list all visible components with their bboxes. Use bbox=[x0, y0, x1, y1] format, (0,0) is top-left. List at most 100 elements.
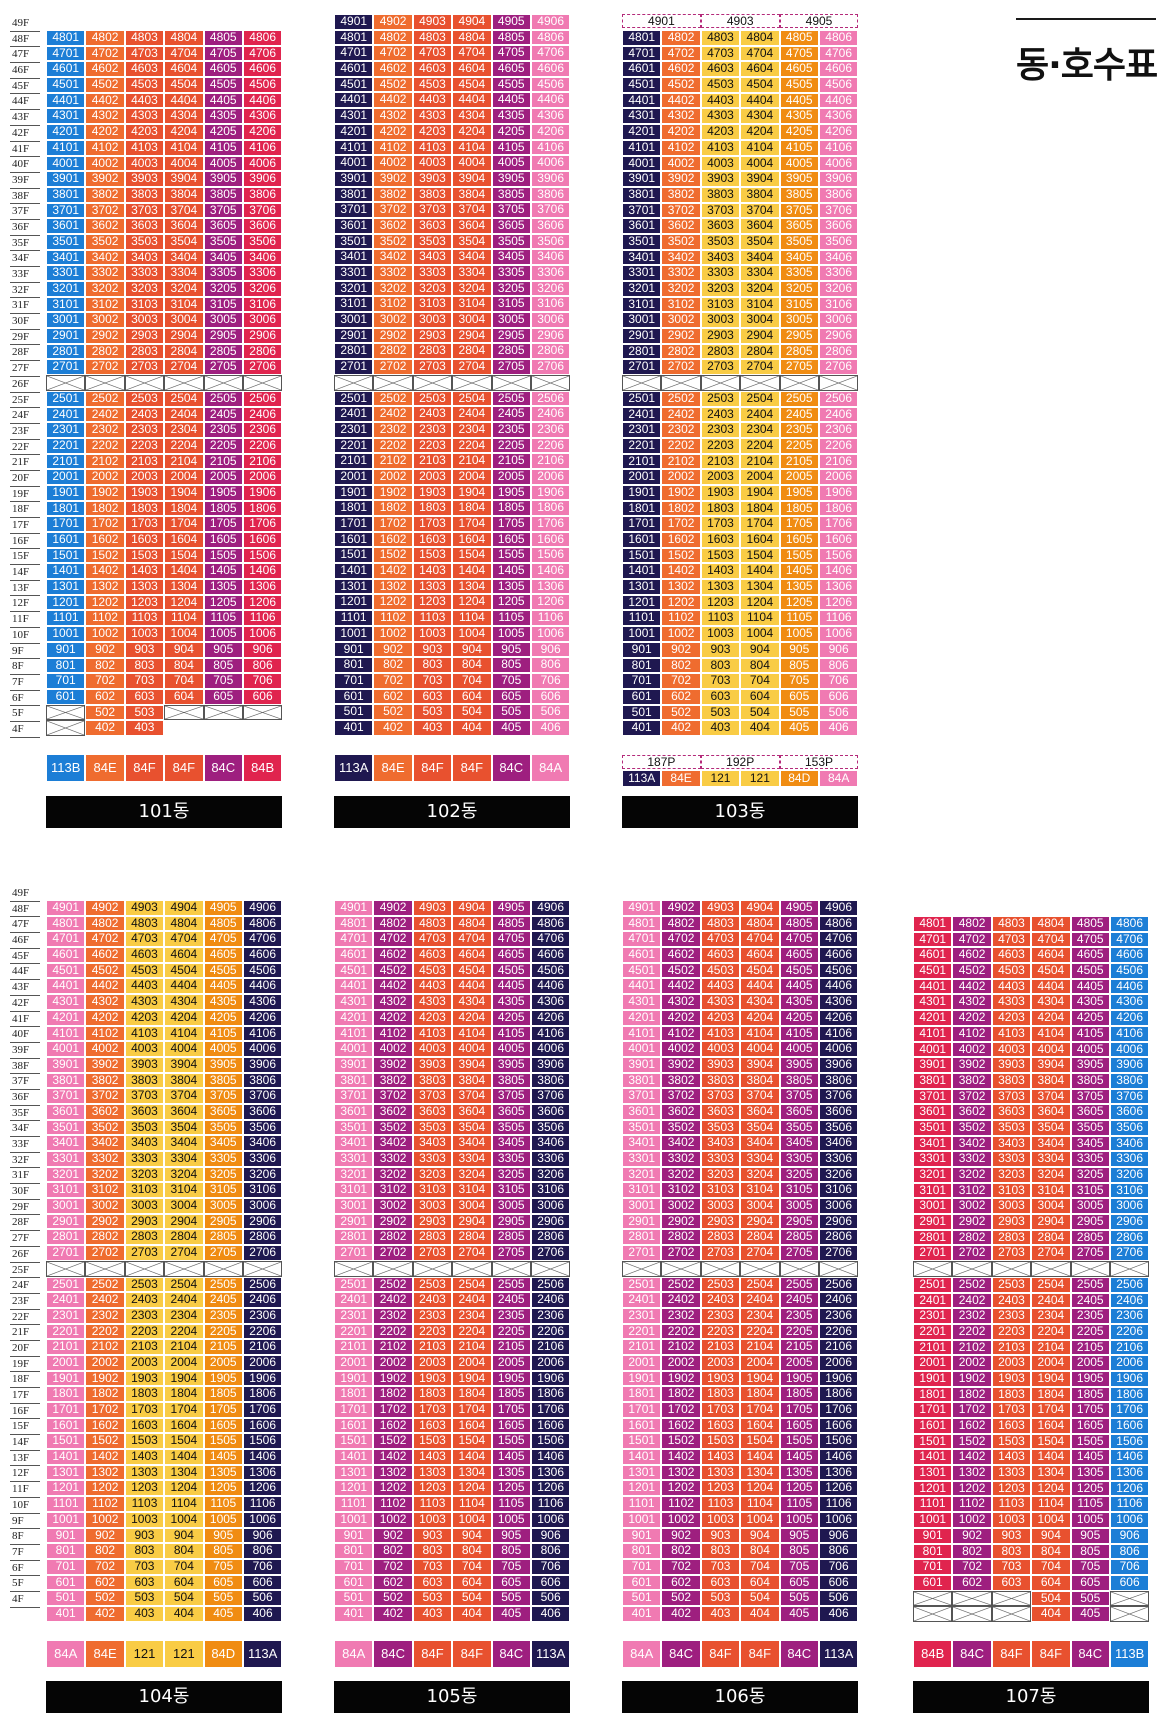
unit-cell[interactable]: 3405 bbox=[1070, 1135, 1110, 1152]
unit-cell[interactable]: 3704 bbox=[740, 1088, 780, 1104]
unit-cell[interactable]: 4304 bbox=[164, 108, 204, 125]
unit-cell[interactable]: 2406 bbox=[818, 406, 859, 423]
unit-cell[interactable]: 2805 bbox=[203, 343, 243, 360]
unit-cell[interactable]: 4304 bbox=[164, 994, 204, 1010]
unit-cell[interactable]: 605 bbox=[203, 688, 243, 705]
unit-cell[interactable]: 2503 bbox=[124, 1276, 165, 1293]
unit-cell[interactable]: 1101 bbox=[913, 1496, 953, 1513]
unit-cell[interactable]: 2105 bbox=[203, 1339, 243, 1355]
unit-cell[interactable]: 1104 bbox=[452, 610, 492, 626]
unit-cell[interactable]: 2401 bbox=[46, 406, 86, 423]
unit-cell[interactable]: 4201 bbox=[622, 1009, 662, 1026]
unit-cell[interactable]: 3902 bbox=[661, 1056, 701, 1073]
unit-cell[interactable]: 4203 bbox=[700, 124, 741, 140]
unit-cell[interactable]: 1906 bbox=[1109, 1370, 1150, 1387]
unit-cell[interactable]: 2906 bbox=[530, 327, 571, 344]
unit-cell[interactable]: 3905 bbox=[779, 1056, 819, 1073]
unit-cell[interactable]: 1206 bbox=[530, 1480, 571, 1497]
unit-cell[interactable]: 406 bbox=[242, 1605, 283, 1622]
unit-cell[interactable]: 3404 bbox=[1031, 1135, 1071, 1152]
unit-cell[interactable]: 3105 bbox=[491, 1182, 531, 1199]
unit-cell[interactable]: 1104 bbox=[452, 1496, 492, 1512]
unit-cell[interactable]: 2705 bbox=[203, 1245, 243, 1261]
unit-cell[interactable]: 3603 bbox=[124, 218, 165, 234]
unit-cell[interactable]: 3902 bbox=[373, 1056, 413, 1073]
unit-cell[interactable]: 3903 bbox=[124, 171, 165, 187]
unit-cell[interactable]: 4002 bbox=[661, 155, 701, 172]
unit-cell[interactable]: 4304 bbox=[452, 108, 492, 124]
unit-cell[interactable]: 4506 bbox=[818, 962, 859, 979]
unit-cell[interactable]: 2504 bbox=[740, 1276, 780, 1293]
unit-cell[interactable]: 1506 bbox=[530, 547, 571, 564]
unit-cell[interactable]: 2703 bbox=[124, 1245, 165, 1261]
unit-cell[interactable]: 1401 bbox=[334, 1449, 374, 1465]
unit-cell[interactable]: 1402 bbox=[85, 563, 125, 580]
unit-cell[interactable]: 4401 bbox=[622, 978, 662, 995]
unit-cell[interactable]: 2805 bbox=[491, 343, 531, 360]
unit-cell[interactable]: 4003 bbox=[700, 1041, 741, 1057]
unit-cell[interactable]: 3103 bbox=[991, 1182, 1032, 1199]
unit-cell[interactable]: 606 bbox=[242, 688, 283, 705]
unit-cell[interactable]: 2504 bbox=[740, 390, 780, 407]
unit-cell[interactable]: 2801 bbox=[622, 1229, 662, 1246]
unit-cell[interactable]: 2206 bbox=[530, 1323, 571, 1340]
unit-cell[interactable]: 3402 bbox=[85, 1135, 125, 1151]
unit-cell[interactable]: 1302 bbox=[85, 1464, 125, 1481]
unit-cell[interactable]: 3301 bbox=[334, 265, 374, 281]
unit-cell[interactable]: 2201 bbox=[622, 437, 662, 454]
unit-cell[interactable]: 1806 bbox=[530, 1386, 571, 1402]
unit-cell[interactable]: 1605 bbox=[1070, 1418, 1110, 1434]
unit-cell[interactable]: 2302 bbox=[661, 1307, 701, 1324]
unit-cell[interactable]: 1506 bbox=[1109, 1433, 1150, 1450]
unit-cell[interactable]: 4702 bbox=[661, 931, 701, 948]
unit-cell[interactable]: 3006 bbox=[818, 312, 859, 329]
unit-cell[interactable]: 4103 bbox=[991, 1025, 1032, 1042]
unit-cell[interactable]: 906 bbox=[818, 641, 859, 658]
unit-cell[interactable]: 1501 bbox=[334, 1433, 374, 1450]
unit-cell[interactable]: 4304 bbox=[1031, 994, 1071, 1011]
unit-cell[interactable]: 2001 bbox=[913, 1355, 953, 1371]
unit-cell[interactable]: 1704 bbox=[740, 516, 780, 532]
unit-cell[interactable]: 3503 bbox=[991, 1119, 1032, 1136]
unit-cell[interactable]: 2206 bbox=[818, 437, 859, 454]
unit-cell[interactable]: 601 bbox=[334, 688, 374, 705]
unit-cell[interactable]: 2003 bbox=[412, 1354, 453, 1371]
unit-cell[interactable]: 3404 bbox=[740, 249, 780, 266]
unit-cell[interactable]: 3306 bbox=[242, 1151, 283, 1167]
unit-cell[interactable]: 4605 bbox=[491, 947, 531, 963]
unit-cell[interactable]: 3505 bbox=[491, 233, 531, 250]
unit-cell[interactable]: 3704 bbox=[164, 1088, 204, 1104]
unit-cell[interactable]: 1603 bbox=[412, 1417, 453, 1434]
unit-cell[interactable]: 904 bbox=[452, 1527, 492, 1544]
unit-cell[interactable]: 1505 bbox=[203, 1433, 243, 1450]
unit-cell[interactable]: 3404 bbox=[164, 249, 204, 266]
unit-cell[interactable]: 2004 bbox=[164, 469, 204, 485]
unit-cell[interactable]: 3501 bbox=[622, 233, 662, 250]
unit-cell[interactable]: 2902 bbox=[373, 327, 413, 344]
unit-cell[interactable]: 3806 bbox=[1109, 1072, 1150, 1089]
unit-cell[interactable]: 1405 bbox=[491, 563, 531, 579]
unit-cell[interactable]: 2106 bbox=[530, 1339, 571, 1355]
unit-cell[interactable]: 2205 bbox=[779, 1323, 819, 1340]
unit-cell[interactable]: 4501 bbox=[622, 962, 662, 979]
unit-cell[interactable]: 3901 bbox=[46, 171, 86, 187]
unit-cell[interactable]: 4502 bbox=[952, 963, 992, 979]
unit-cell[interactable]: 1106 bbox=[530, 610, 571, 626]
unit-cell[interactable]: 1201 bbox=[46, 594, 86, 611]
unit-cell[interactable]: 1302 bbox=[373, 1464, 413, 1481]
unit-cell[interactable]: 2104 bbox=[164, 1339, 204, 1355]
unit-cell[interactable]: 4702 bbox=[85, 45, 125, 62]
unit-cell[interactable]: 4101 bbox=[622, 139, 662, 156]
unit-cell[interactable]: 2905 bbox=[491, 1213, 531, 1230]
unit-cell[interactable]: 4402 bbox=[952, 978, 992, 995]
unit-cell[interactable]: 1903 bbox=[700, 1370, 741, 1387]
unit-cell[interactable]: 1105 bbox=[203, 1496, 243, 1512]
unit-cell[interactable]: 1403 bbox=[991, 1449, 1032, 1466]
unit-cell[interactable]: 3202 bbox=[373, 280, 413, 297]
unit-cell[interactable]: 3702 bbox=[85, 1088, 125, 1104]
unit-cell[interactable]: 3203 bbox=[991, 1167, 1032, 1183]
unit-cell[interactable]: 3802 bbox=[661, 1072, 701, 1089]
unit-cell[interactable]: 3905 bbox=[779, 171, 819, 187]
unit-cell[interactable]: 601 bbox=[622, 688, 662, 705]
unit-cell[interactable]: 4101 bbox=[46, 1025, 86, 1042]
